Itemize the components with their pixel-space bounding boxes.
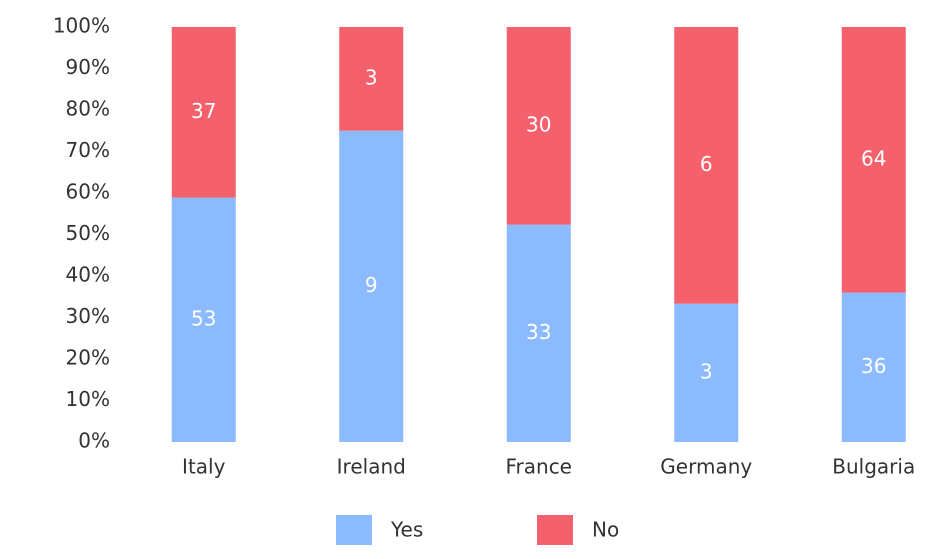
legend-label[interactable]: No xyxy=(592,518,619,542)
data-label: 64 xyxy=(861,146,886,170)
bar-segment xyxy=(674,303,739,442)
y-tick-label: 100% xyxy=(53,14,110,38)
x-tick-label: Germany xyxy=(660,455,752,479)
data-label: 6 xyxy=(700,152,713,176)
bar-segment xyxy=(171,27,236,198)
x-tick-label: Italy xyxy=(182,455,226,479)
data-label: 36 xyxy=(861,354,886,378)
y-tick-label: 40% xyxy=(66,263,110,287)
bar-segment xyxy=(171,197,236,442)
bar-segment xyxy=(339,130,404,442)
bar-segment xyxy=(506,27,571,225)
data-label: 37 xyxy=(191,99,216,123)
legend-swatch xyxy=(336,515,372,545)
y-tick-label: 70% xyxy=(66,138,110,162)
legend-label[interactable]: Yes xyxy=(390,518,423,542)
x-tick-label: Ireland xyxy=(337,455,406,479)
y-tick-label: 20% xyxy=(66,346,110,370)
data-label: 3 xyxy=(700,359,713,383)
bar-segment xyxy=(506,224,571,442)
data-label: 33 xyxy=(526,320,551,344)
x-tick-label: Bulgaria xyxy=(832,455,915,479)
y-tick-label: 0% xyxy=(78,429,110,453)
bar-segment xyxy=(841,27,906,293)
data-label: 30 xyxy=(526,112,551,136)
data-label: 3 xyxy=(365,65,378,89)
y-tick-label: 60% xyxy=(66,180,110,204)
legend-swatch xyxy=(537,515,573,545)
y-tick-label: 90% xyxy=(66,55,110,79)
y-tick-label: 10% xyxy=(66,387,110,411)
y-tick-label: 80% xyxy=(66,97,110,121)
bar-segment xyxy=(339,27,404,131)
y-tick-label: 50% xyxy=(66,221,110,245)
bar-segment xyxy=(674,27,739,304)
data-label: 9 xyxy=(365,273,378,297)
x-tick-label: France xyxy=(505,455,572,479)
bar-segment xyxy=(841,292,906,442)
data-label: 53 xyxy=(191,306,216,330)
y-tick-label: 30% xyxy=(66,304,110,328)
